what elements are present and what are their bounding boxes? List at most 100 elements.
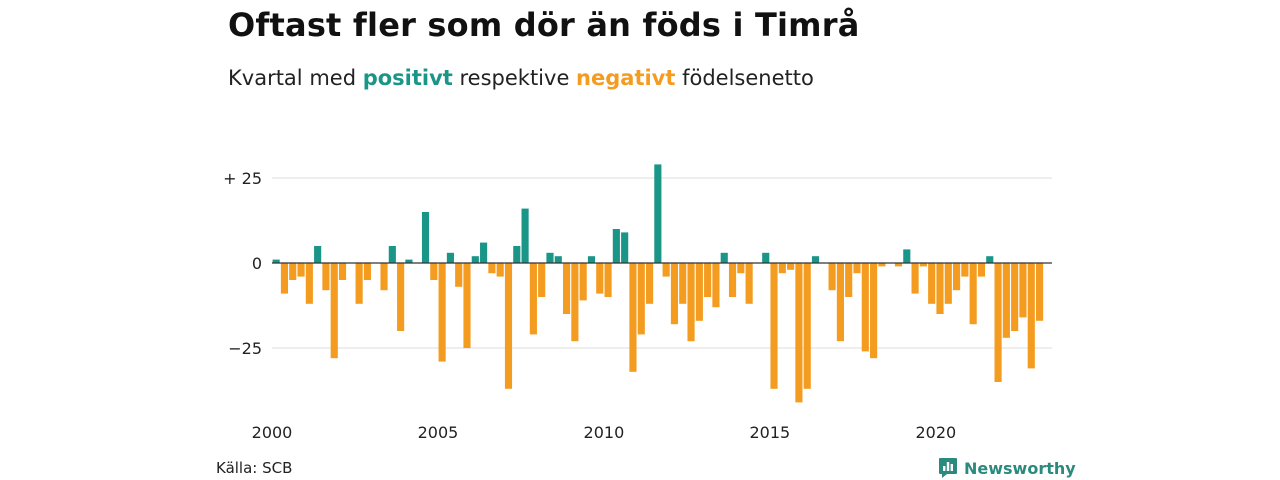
newsworthy-logo-icon: [939, 458, 957, 478]
brand-label: Newsworthy: [964, 458, 1076, 478]
bar: [538, 263, 546, 297]
bar: [662, 263, 670, 277]
bar: [679, 263, 687, 304]
chart-subtitle: Kvartal med positivt respektive negativt…: [228, 66, 814, 90]
bar: [745, 263, 753, 304]
bar: [554, 256, 562, 263]
bar: [977, 263, 986, 277]
bar: [861, 263, 869, 352]
bar: [363, 263, 371, 280]
bar: [297, 263, 305, 277]
bar: [380, 263, 388, 291]
bar: [496, 263, 504, 277]
bar: [604, 263, 612, 297]
bar: [1027, 263, 1035, 369]
bar: [587, 256, 596, 263]
bar: [728, 263, 737, 297]
bar: [471, 256, 479, 263]
bar: [272, 259, 280, 263]
bar: [654, 164, 662, 263]
x-tick-label: 2005: [418, 423, 459, 442]
bar: [944, 263, 952, 304]
bar: [795, 263, 803, 403]
bar: [629, 263, 637, 372]
subtitle-negative-word: negativt: [576, 66, 676, 90]
bar: [637, 263, 645, 335]
bar: [571, 263, 579, 342]
bars: [272, 164, 1044, 403]
bar: [778, 263, 786, 274]
bar: [330, 263, 338, 359]
bar: [463, 263, 471, 348]
y-tick-label: 0: [252, 254, 262, 273]
bar: [612, 229, 620, 263]
x-tick-label: 2000: [252, 423, 293, 442]
bar: [961, 263, 969, 277]
bar: [953, 263, 961, 291]
subtitle-positive-word: positivt: [362, 66, 453, 90]
x-axis-ticks: 2000 2005 2010 2015 2020: [252, 423, 957, 442]
bar: [853, 263, 861, 274]
bar: [994, 263, 1002, 382]
bar: [280, 263, 289, 294]
bar: [787, 263, 795, 270]
bar: [1019, 263, 1027, 318]
bar: [488, 263, 496, 274]
bar: [919, 263, 927, 267]
bar: [596, 263, 604, 294]
bar: [621, 232, 629, 263]
bar: [546, 252, 554, 263]
bar: [438, 263, 446, 362]
bar: [687, 263, 695, 342]
bar: [421, 212, 430, 263]
bar: [1011, 263, 1019, 331]
bar: [911, 263, 919, 294]
bar: [670, 263, 679, 325]
bar: [521, 208, 529, 263]
bar: [770, 263, 778, 389]
bar: [695, 263, 703, 321]
bar: [878, 263, 886, 267]
y-axis-ticks: + 25 0 −25: [223, 169, 262, 358]
bar: [338, 263, 347, 280]
bar: [704, 263, 712, 297]
x-tick-label: 2010: [584, 423, 625, 442]
bar: [828, 263, 836, 291]
bar: [737, 263, 745, 274]
bar: [720, 252, 728, 263]
bar: [870, 263, 878, 359]
bar: [397, 263, 405, 331]
bar: [305, 263, 313, 304]
x-tick-label: 2020: [915, 423, 956, 442]
bar: [836, 263, 844, 342]
bar: [969, 263, 977, 325]
x-tick-label: 2015: [750, 423, 791, 442]
bar: [1035, 263, 1044, 321]
bar: [579, 263, 587, 301]
bar: [480, 242, 488, 263]
bar: [811, 256, 820, 263]
bar: [928, 263, 936, 304]
subtitle-lead: Kvartal med: [228, 66, 363, 90]
bar: [903, 249, 911, 263]
bar: [803, 263, 811, 389]
brand: Newsworthy: [938, 457, 1076, 479]
subtitle-middle: respektive: [452, 66, 577, 90]
y-tick-label: −25: [228, 339, 262, 358]
bar: [314, 246, 322, 263]
bar: [355, 263, 363, 304]
bar: [563, 263, 571, 314]
bar: [762, 252, 770, 263]
bar: [712, 263, 720, 308]
bar: [513, 246, 521, 263]
bar: [986, 256, 994, 263]
bar: [455, 263, 463, 287]
bar: [845, 263, 853, 297]
bar: [504, 263, 513, 389]
bar: [936, 263, 944, 314]
gridlines: [272, 177, 1052, 349]
bar: [894, 263, 903, 267]
bar: [430, 263, 438, 280]
bar: [446, 252, 454, 263]
bar: [388, 246, 396, 263]
